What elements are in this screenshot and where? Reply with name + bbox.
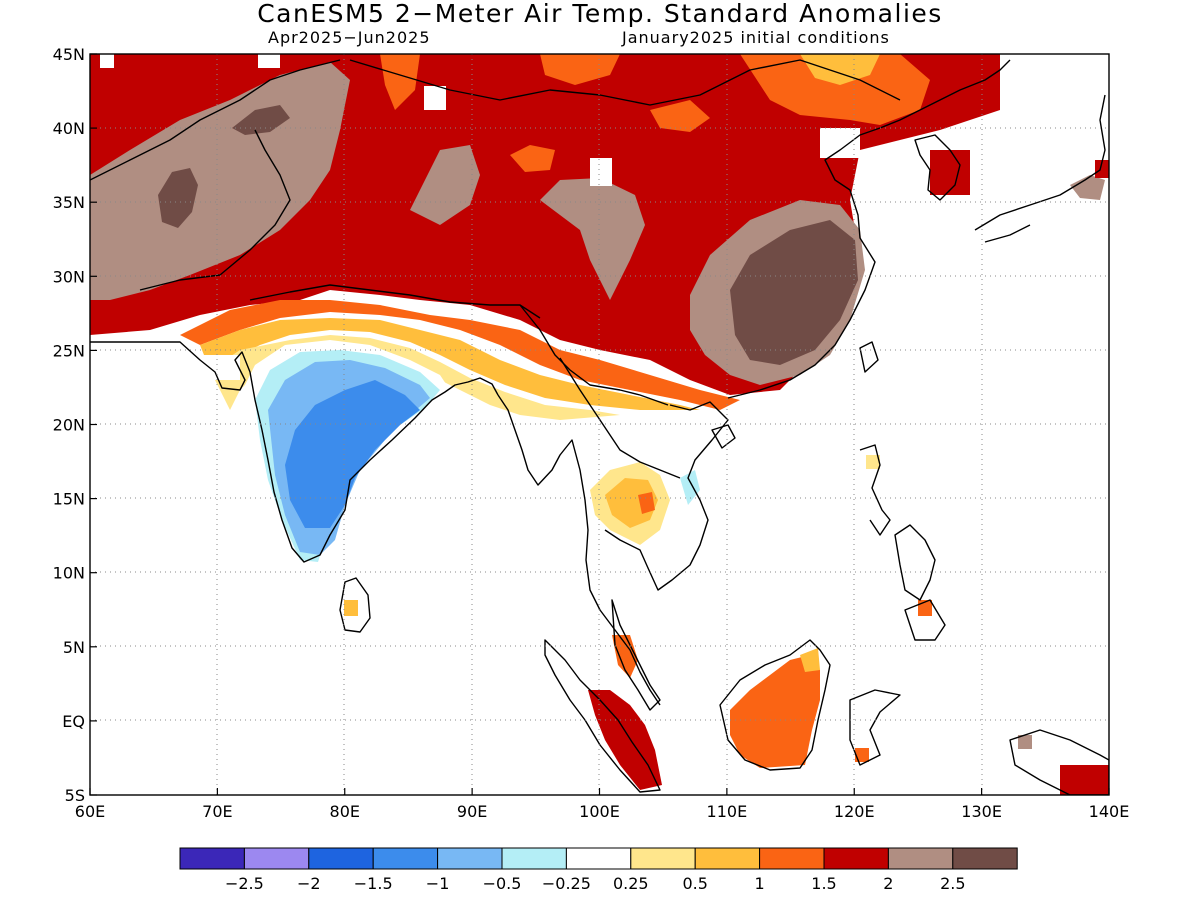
lon-tick-label: 70E [202, 802, 232, 821]
colorbar-swatch [308, 847, 374, 870]
warm-patch-newguinea [1060, 765, 1109, 795]
yellow-band-south [200, 318, 700, 410]
colorbar-swatch [887, 847, 954, 870]
lat-tick-label: 5N [63, 638, 85, 657]
colorbar-swatch [630, 847, 696, 870]
colorbar-swatch [823, 847, 889, 870]
yellow-light-band [210, 335, 620, 420]
initial-conditions: January2025 initial conditions [622, 28, 890, 47]
colorbar-label: 1 [755, 874, 765, 893]
orange-patch-inner-2 [510, 145, 555, 172]
latitude-axis: 45N 40N 35N 30N 25N 20N 15N 10N 5N EQ 5S [53, 45, 97, 805]
warm-anomaly-borneo-yellow [800, 648, 820, 672]
warm-patch-philippines [866, 455, 880, 469]
warm-patch-srilanka [344, 600, 358, 616]
hot-anomaly-east-china-core [730, 220, 858, 365]
lat-tick-label: 10N [53, 564, 85, 583]
colorbar-swatch [694, 847, 761, 870]
orange-patch-northwest [380, 54, 420, 110]
colorbar-swatch [952, 847, 1018, 870]
hot-anomaly-tibet [410, 145, 480, 225]
lon-tick-label: 60E [75, 802, 105, 821]
colorbar-swatch [501, 847, 567, 870]
lon-tick-label: 100E [579, 802, 620, 821]
lon-tick-label: 110E [707, 802, 748, 821]
coastlines [90, 59, 1109, 795]
lon-tick-label: 90E [457, 802, 487, 821]
colorbar-label: −0.25 [542, 874, 591, 893]
warm-anomaly-borneo [730, 655, 820, 768]
colorbar-swatch [437, 847, 503, 870]
colorbar-label: −2 [297, 874, 321, 893]
colorbar-swatch [243, 847, 310, 870]
cool-patch-vietnam [680, 470, 700, 505]
hot-anomaly-japan [1070, 175, 1105, 200]
orange-patch-inner [650, 100, 710, 132]
warm-patch-sulawesi [855, 748, 869, 762]
forecast-period: Apr2025−Jun2025 [268, 28, 431, 47]
colorbar [179, 847, 1018, 870]
colorbar-label: 0.25 [613, 874, 649, 893]
colorbar-label: 2 [883, 874, 893, 893]
anomaly-fields [90, 54, 1109, 795]
warm-patch-korea [930, 150, 970, 195]
hot-anomaly-west-asia-core [158, 168, 198, 228]
colorbar-label: −2.5 [225, 874, 264, 893]
orange-band-south [180, 300, 740, 410]
lon-tick-label: 130E [961, 802, 1002, 821]
orange-patch-mongolia [540, 54, 620, 85]
lat-tick-label: EQ [62, 712, 85, 731]
colorbar-swatch [179, 847, 245, 870]
colorbar-label: −0.5 [483, 874, 522, 893]
lon-tick-label: 80E [330, 802, 360, 821]
warm-patch-japan [1095, 160, 1109, 178]
lat-tick-label: 20N [53, 416, 85, 435]
colorbar-label: 2.5 [940, 874, 965, 893]
colorbar-label: 0.5 [682, 874, 707, 893]
colorbar-swatch [565, 847, 632, 870]
hot-anomaly-central-china [540, 178, 645, 300]
colorbar-label: −1 [426, 874, 450, 893]
colorbar-labels: −2.5 −2 −1.5 −1 −0.5 −0.25 0.25 0.5 1 1.5 2 2.5 [225, 874, 966, 893]
lat-tick-label: 25N [53, 341, 85, 360]
lon-tick-label: 120E [834, 802, 875, 821]
cool-anomaly-india-blue [285, 380, 420, 528]
lon-tick-label: 140E [1089, 802, 1130, 821]
gridlines [90, 54, 1109, 795]
warm-anomaly-sumatra [588, 690, 662, 790]
colorbar-swatch [759, 847, 825, 870]
colorbar-label: 1.5 [811, 874, 836, 893]
lat-tick-label: 5S [65, 786, 85, 805]
lat-tick-label: 35N [53, 193, 85, 212]
longitude-axis: 60E 70E 80E 90E 100E 110E 120E 130E 140E [75, 788, 1130, 821]
lat-tick-label: 30N [53, 267, 85, 286]
lat-tick-label: 40N [53, 119, 85, 138]
lat-tick-label: 15N [53, 490, 85, 509]
yellow-patch-north [800, 54, 880, 85]
warm-anomaly-malay [612, 635, 638, 678]
map-title: CanESM5 2−Meter Air Temp. Standard Anoma… [257, 0, 943, 28]
colorbar-label: −1.5 [354, 874, 393, 893]
hot-patch-moluccas [1018, 735, 1032, 749]
lat-tick-label: 45N [53, 45, 85, 64]
warm-anomaly-indochina-orange [605, 478, 658, 528]
colorbar-swatch [372, 847, 439, 870]
orange-patch-north [740, 54, 930, 125]
